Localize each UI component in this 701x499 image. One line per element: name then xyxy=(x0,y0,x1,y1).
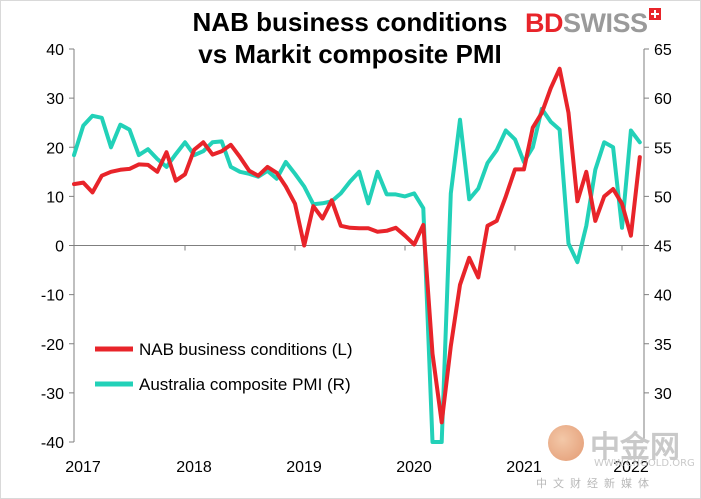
left-tick-label: 0 xyxy=(55,239,64,256)
right-tick-label: 55 xyxy=(654,140,672,157)
chart-title-line-2: vs Markit composite PMI xyxy=(198,39,502,69)
chart-series xyxy=(72,66,642,444)
x-tick-label: 2021 xyxy=(506,459,542,476)
right-tick-label: 30 xyxy=(654,386,672,403)
x-tick-label: 2018 xyxy=(176,459,212,476)
watermark-url: WWW.CNGOLD.ORG xyxy=(594,458,695,469)
left-axis-ticks: -40 -30 -20 -10 0 10 20 30 40 xyxy=(41,42,74,452)
right-tick-label: 65 xyxy=(654,42,672,59)
legend-label-pmi: Australia composite PMI (R) xyxy=(139,375,351,394)
right-tick-label: 60 xyxy=(654,91,672,108)
right-tick-label: 35 xyxy=(654,337,672,354)
watermark-logo-icon xyxy=(548,425,584,461)
right-axis-ticks: 30 35 40 45 50 55 60 65 xyxy=(644,42,672,403)
bdswiss-logo: BDSWISS xyxy=(525,8,661,39)
right-tick-label: 40 xyxy=(654,288,672,305)
left-tick-label: -30 xyxy=(41,386,64,403)
watermark-subtitle: 中文财经新媒体 xyxy=(536,477,655,490)
swiss-flag-icon xyxy=(648,8,661,20)
left-tick-label: 40 xyxy=(46,42,64,59)
left-tick-label: 10 xyxy=(46,189,64,206)
left-tick-label: -10 xyxy=(41,288,64,305)
series-line-nab-business-conditions xyxy=(72,66,642,425)
left-tick-label: 20 xyxy=(46,140,64,157)
chart-legend: NAB business conditions (L) Australia co… xyxy=(95,340,353,394)
watermark-name: 中金网 xyxy=(590,430,680,465)
x-tick-label: 2020 xyxy=(396,459,432,476)
left-tick-label: -40 xyxy=(41,435,64,452)
chart-title: NAB business conditions vs Markit compos… xyxy=(150,6,550,70)
chart-title-line-1: NAB business conditions xyxy=(192,7,508,37)
left-tick-label: -20 xyxy=(41,337,64,354)
logo-swiss: SWISS xyxy=(563,8,648,38)
right-tick-label: 45 xyxy=(654,239,672,256)
legend-label-nab: NAB business conditions (L) xyxy=(139,340,353,359)
x-tick-label: 2017 xyxy=(65,459,101,476)
logo-bd: BD xyxy=(525,8,564,38)
x-axis-ticks: 2017 2018 2019 2020 2021 2022 xyxy=(65,245,649,476)
x-tick-label: 2019 xyxy=(286,459,322,476)
x-tick-label: 2022 xyxy=(613,459,649,476)
left-tick-label: 30 xyxy=(46,91,64,108)
right-tick-label: 50 xyxy=(654,189,672,206)
